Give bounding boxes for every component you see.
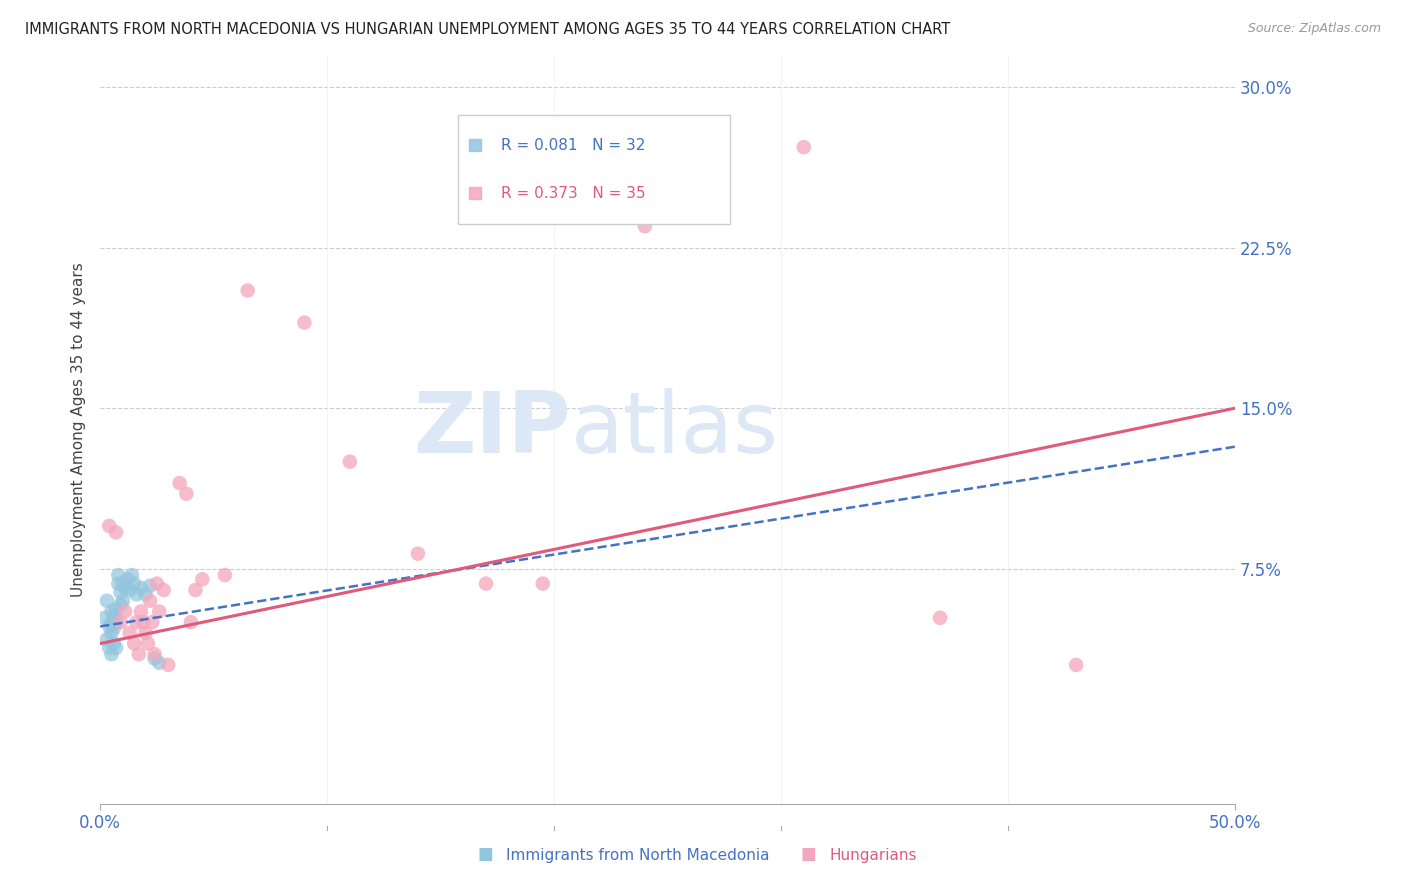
Text: R = 0.081   N = 32: R = 0.081 N = 32 (501, 138, 645, 153)
Point (929, 611, 952, 625)
Point (117, 572, 139, 586)
Point (184, 582, 207, 597)
Point (214, 568, 236, 582)
Point (129, 581, 152, 595)
Point (100, 604, 122, 618)
Point (339, 455, 361, 469)
Point (135, 625, 157, 640)
Point (98, 519, 121, 533)
Text: Immigrants from North Macedonia: Immigrants from North Macedonia (506, 848, 769, 863)
Point (135, 587, 157, 601)
Point (148, 656, 170, 670)
Point (128, 647, 150, 661)
Point (236, 284, 259, 298)
Point (146, 576, 169, 591)
Point (105, 525, 128, 540)
Point (793, 140, 815, 154)
Point (152, 582, 174, 597)
Point (122, 636, 145, 650)
Point (103, 608, 125, 623)
Point (103, 636, 125, 650)
Point (118, 582, 141, 597)
Point (139, 579, 162, 593)
Point (110, 598, 132, 612)
Point (114, 604, 136, 618)
Text: R = 0.373   N = 35: R = 0.373 N = 35 (501, 186, 645, 201)
Point (191, 572, 214, 586)
Text: Source: ZipAtlas.com: Source: ZipAtlas.com (1247, 22, 1381, 36)
Point (141, 615, 163, 629)
Text: atlas: atlas (571, 388, 779, 471)
Point (132, 615, 155, 629)
Point (122, 576, 145, 591)
Point (105, 640, 128, 655)
Point (111, 593, 134, 607)
Point (143, 651, 166, 665)
Point (143, 647, 166, 661)
Text: ■: ■ (800, 846, 817, 863)
Point (93, 611, 115, 625)
Text: ■: ■ (477, 846, 494, 863)
Point (96, 632, 118, 647)
Point (180, 615, 202, 629)
Point (176, 487, 198, 501)
Point (103, 622, 125, 636)
Point (406, 547, 429, 561)
Point (105, 602, 128, 616)
Point (105, 615, 128, 629)
Point (129, 604, 152, 618)
Point (111, 576, 134, 591)
Point (157, 657, 180, 672)
Point (294, 316, 316, 330)
Y-axis label: Unemployment Among Ages 35 to 44 years: Unemployment Among Ages 35 to 44 years (72, 262, 86, 597)
Point (98, 640, 121, 655)
Point (1064, 657, 1087, 672)
Text: IMMIGRANTS FROM NORTH MACEDONIA VS HUNGARIAN UNEMPLOYMENT AMONG AGES 35 TO 44 YE: IMMIGRANTS FROM NORTH MACEDONIA VS HUNGA… (25, 22, 950, 37)
Point (110, 585, 132, 599)
Point (114, 581, 136, 595)
Point (139, 593, 162, 607)
FancyBboxPatch shape (457, 115, 730, 224)
Point (110, 615, 132, 629)
Point (136, 636, 159, 650)
Point (475, 576, 498, 591)
Text: Hungarians: Hungarians (830, 848, 917, 863)
Point (107, 576, 129, 591)
Text: ZIP: ZIP (413, 388, 571, 471)
Point (148, 604, 170, 618)
Point (96, 593, 118, 607)
Point (100, 615, 122, 629)
Point (100, 625, 122, 640)
Point (125, 587, 148, 601)
Point (118, 625, 141, 640)
Point (107, 568, 129, 582)
Point (125, 615, 148, 629)
Point (634, 219, 657, 234)
Point (169, 476, 191, 491)
Point (121, 568, 143, 582)
Point (98, 619, 121, 633)
Point (100, 647, 122, 661)
Point (531, 576, 554, 591)
